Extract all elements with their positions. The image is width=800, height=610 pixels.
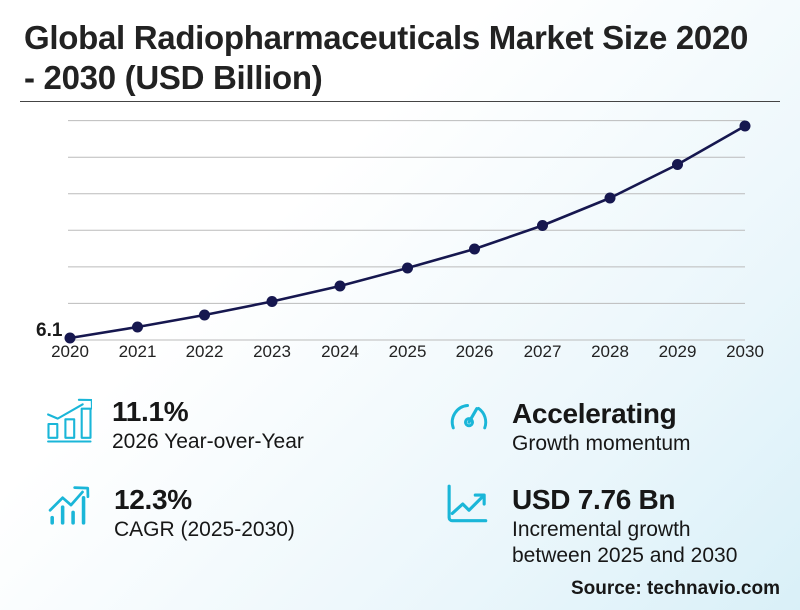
svg-text:2028: 2028 xyxy=(591,342,629,361)
svg-text:2026: 2026 xyxy=(456,342,494,361)
svg-text:2024: 2024 xyxy=(321,342,359,361)
svg-text:2025: 2025 xyxy=(389,342,427,361)
svg-text:2020: 2020 xyxy=(51,342,89,361)
svg-text:2029: 2029 xyxy=(659,342,697,361)
svg-text:2027: 2027 xyxy=(524,342,562,361)
svg-text:2023: 2023 xyxy=(253,342,291,361)
svg-text:2021: 2021 xyxy=(119,342,157,361)
svg-text:2022: 2022 xyxy=(186,342,224,361)
svg-text:2030: 2030 xyxy=(726,342,764,361)
